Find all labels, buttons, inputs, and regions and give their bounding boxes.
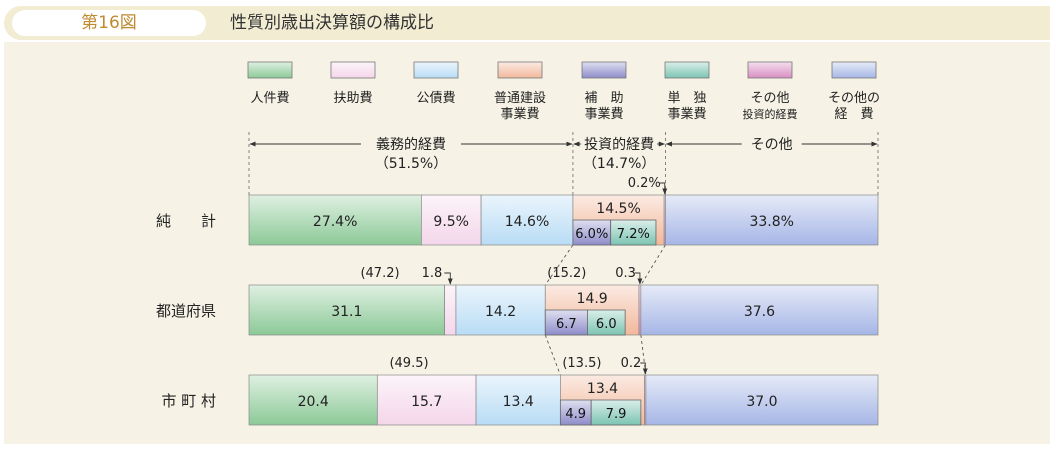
connector-line bbox=[544, 334, 561, 376]
legend-swatch-other_exp bbox=[831, 61, 877, 79]
legend-label-other_inv: 投資的経費 bbox=[743, 107, 798, 121]
legend-swatch-fujo bbox=[330, 61, 376, 79]
subtotal-investment: (15.2) bbox=[547, 266, 586, 281]
data-label-futsu: 13.4 bbox=[587, 381, 618, 397]
bar-segment-other_exp bbox=[665, 194, 879, 246]
category-label: 都道府県 bbox=[156, 302, 216, 320]
data-label-other_exp: 37.6 bbox=[744, 304, 775, 320]
connector-line bbox=[640, 334, 647, 376]
legend-label-hojo: 事業費 bbox=[584, 106, 623, 122]
data-label-kosai: 14.6% bbox=[505, 214, 549, 230]
bar-segment-other_exp bbox=[640, 284, 879, 336]
connector-line bbox=[544, 244, 574, 286]
data-label-kosai: 14.2 bbox=[485, 304, 516, 320]
category-label: 市 町 村 bbox=[161, 392, 216, 410]
data-label-futsu: 14.9 bbox=[577, 291, 608, 307]
bracket-label-gimu: 義務的経費 bbox=[376, 136, 446, 153]
bar-segment-other_exp bbox=[645, 374, 879, 426]
legend-swatch-other_inv bbox=[747, 61, 793, 79]
bracket-pct-gimu: （51.5%） bbox=[375, 156, 447, 172]
callout-arrow-other_inv bbox=[659, 182, 668, 195]
data-label-hojo: 6.7 bbox=[556, 317, 577, 332]
bar-segment-jinken bbox=[248, 194, 422, 246]
bar-segment-jinken bbox=[248, 284, 445, 336]
category-label: 純 計 bbox=[156, 212, 216, 230]
legend-label-tandoku: 単 独 bbox=[667, 90, 706, 106]
bar-segment-hojo bbox=[572, 219, 612, 246]
data-label-jinken: 27.4% bbox=[313, 214, 357, 230]
legend-swatch-tandoku bbox=[664, 61, 710, 79]
legend-label-futsu: 普通建設 bbox=[494, 90, 546, 106]
data-label-fujo: 1.8 bbox=[422, 266, 443, 281]
data-label-jinken: 31.1 bbox=[331, 304, 362, 320]
data-label-futsu: 14.5% bbox=[596, 201, 640, 217]
bar-segment-tandoku bbox=[587, 309, 626, 336]
legend-label-other_exp: 経 費 bbox=[834, 107, 873, 122]
bar-segment-kosai bbox=[475, 374, 561, 426]
bar-segment-fujo bbox=[420, 194, 482, 246]
figure-number: 第16図 bbox=[12, 10, 206, 36]
figure-title-bar: 第16図 性質別歳出決算額の構成比 bbox=[4, 6, 1050, 40]
data-label-hojo: 6.0% bbox=[575, 227, 608, 242]
bar-segment-hojo bbox=[559, 399, 592, 426]
data-label-other_exp: 37.0 bbox=[746, 394, 777, 410]
bracket-label-sonota: その他 bbox=[751, 137, 793, 153]
data-label-other_inv: 0.2% bbox=[628, 176, 661, 191]
data-label-fujo: 9.5% bbox=[433, 214, 469, 230]
subtotal-obligatory: (47.2) bbox=[360, 266, 399, 281]
legend-label-tandoku: 事業費 bbox=[667, 106, 706, 122]
chart-panel: 人件費 扶助費 公債費 普通建設 事業費補 助事業費単 独事業費 その他 投資的経費 その他の… bbox=[4, 42, 1050, 444]
legend-label-jinken: 人件費 bbox=[250, 91, 289, 106]
bar-segment-fujo bbox=[444, 284, 457, 336]
bar-segment-jinken bbox=[248, 374, 378, 426]
subtotal-obligatory: (49.5) bbox=[389, 356, 428, 371]
callout-arrow-fujo bbox=[444, 272, 453, 285]
data-label-tandoku: 6.0 bbox=[596, 317, 617, 332]
data-label-other_inv: 0.3 bbox=[615, 266, 636, 281]
data-label-other_inv: 0.2 bbox=[621, 356, 642, 371]
figure-title: 性質別歳出決算額の構成比 bbox=[230, 13, 434, 33]
bracket-pct-toshi: （14.7%） bbox=[583, 156, 655, 172]
callout-arrow-other_inv bbox=[640, 362, 648, 375]
legend-swatch-kosai bbox=[413, 61, 459, 79]
data-label-hojo: 4.9 bbox=[565, 407, 586, 422]
legend-label-other_inv: その他 bbox=[750, 91, 789, 106]
legend-label-fujo: 扶助費 bbox=[333, 91, 372, 106]
data-label-kosai: 13.4 bbox=[503, 394, 534, 410]
data-label-tandoku: 7.2% bbox=[617, 227, 650, 242]
data-label-tandoku: 7.9 bbox=[606, 407, 627, 422]
bar-segment-fujo bbox=[376, 374, 477, 426]
bar-segment-tandoku bbox=[590, 399, 642, 426]
callout-arrow-other_inv bbox=[634, 272, 643, 285]
subtotal-investment: (13.5) bbox=[562, 356, 601, 371]
legend-label-kosai: 公債費 bbox=[416, 91, 455, 106]
bar-segment-kosai bbox=[480, 194, 574, 246]
data-label-fujo: 15.7 bbox=[411, 394, 442, 410]
legend-swatch-futsu bbox=[497, 61, 543, 79]
legend-label-futsu: 事業費 bbox=[500, 106, 539, 122]
bar-segment-kosai bbox=[455, 284, 546, 336]
legend-swatch-hojo bbox=[581, 61, 627, 79]
data-label-jinken: 20.4 bbox=[298, 394, 329, 410]
bracket-label-toshi: 投資的経費 bbox=[584, 137, 654, 153]
legend-swatch-jinken bbox=[247, 61, 293, 79]
data-label-other_exp: 33.8% bbox=[749, 214, 793, 230]
legend-label-other_exp: その他の bbox=[828, 91, 880, 106]
connector-line bbox=[640, 244, 666, 286]
bar-segment-tandoku bbox=[610, 219, 657, 246]
legend-label-hojo: 補 助 bbox=[584, 91, 623, 106]
